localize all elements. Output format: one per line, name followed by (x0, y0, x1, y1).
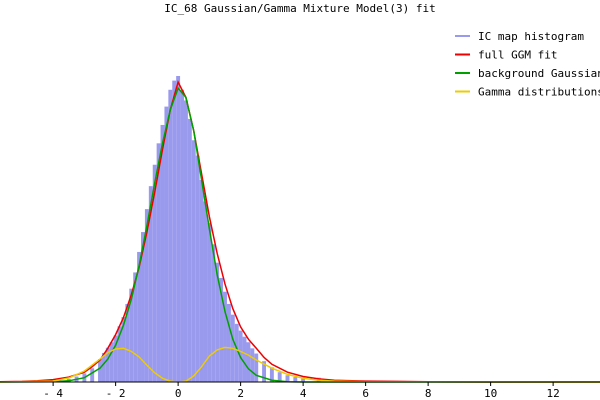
series-line-background-gaussian (0, 86, 600, 383)
histogram-bar (183, 100, 188, 382)
histogram-bar (262, 361, 267, 382)
x-tick-label: 12 (547, 387, 560, 400)
histogram-bar (234, 323, 239, 382)
histogram-bar (90, 368, 95, 382)
histogram-bar (180, 89, 184, 383)
histogram-bar (172, 80, 177, 382)
histogram-bar (226, 303, 231, 382)
histogram-bar (137, 251, 142, 382)
histogram-bar (191, 140, 196, 382)
histogram-bar (144, 209, 149, 382)
x-tick-label: 6 (362, 387, 369, 400)
histogram-bar (125, 303, 130, 382)
histogram-bar (203, 201, 208, 382)
legend: IC map histogram full GGM fit background G… (455, 30, 600, 99)
x-tick-label: - 2 (106, 387, 126, 400)
histogram-bar (250, 348, 255, 382)
histogram-bar (113, 335, 118, 382)
histogram-bar (168, 89, 173, 383)
histogram-bar (187, 118, 192, 382)
series-line-gamma-distributions (0, 346, 600, 383)
histogram-bar (215, 262, 220, 382)
x-tick-label: 8 (425, 387, 432, 400)
histogram-bar (211, 244, 216, 382)
histogram-bars (19, 76, 399, 383)
chart-title: IC_68 Gaussian/Gamma Mixture Model(3) fi… (164, 2, 436, 15)
histogram-bar (199, 180, 204, 382)
histogram-bar (148, 186, 153, 382)
histogram-bar (219, 277, 224, 382)
histogram-bar (121, 317, 126, 382)
x-tick-label: 0 (175, 387, 182, 400)
histogram-bar (223, 291, 227, 382)
fit-curves (0, 80, 600, 383)
histogram-bar (133, 272, 138, 382)
plot-area (0, 18, 600, 400)
histogram-bar (176, 76, 181, 382)
x-tick-label: 2 (237, 387, 244, 400)
histogram-bar (277, 372, 282, 382)
histogram-bar (164, 106, 169, 382)
histogram-bar (152, 164, 157, 382)
histogram-bar (117, 326, 122, 382)
x-tick-label: 10 (484, 387, 497, 400)
histogram-bar (156, 143, 161, 382)
legend-label: background Gaussian (478, 67, 600, 80)
x-axis-ticks: - 4 - 2 0 2 4 6 8 10 12 (43, 382, 560, 400)
histogram-bar (269, 367, 274, 382)
histogram-bar (246, 342, 251, 382)
histogram-bar (285, 375, 290, 382)
legend-label: IC map histogram (478, 30, 584, 43)
histogram-bar (105, 347, 110, 382)
histogram-bar (301, 378, 306, 382)
legend-label: full GGM fit (478, 49, 557, 62)
legend-label: Gamma distributions (478, 86, 600, 99)
histogram-bar (109, 342, 114, 382)
histogram-bar (293, 377, 298, 382)
histogram-bar (242, 336, 247, 382)
histogram-bar (101, 352, 106, 382)
histogram-bar (98, 359, 102, 382)
histogram-bar (129, 288, 134, 382)
histogram-bar (141, 232, 145, 382)
x-tick-label: 4 (300, 387, 307, 400)
histogram-bar (195, 155, 200, 382)
histogram-bar (160, 124, 165, 383)
x-tick-label: - 4 (43, 387, 63, 400)
histogram-bar (207, 222, 212, 382)
histogram-bar (254, 353, 259, 382)
